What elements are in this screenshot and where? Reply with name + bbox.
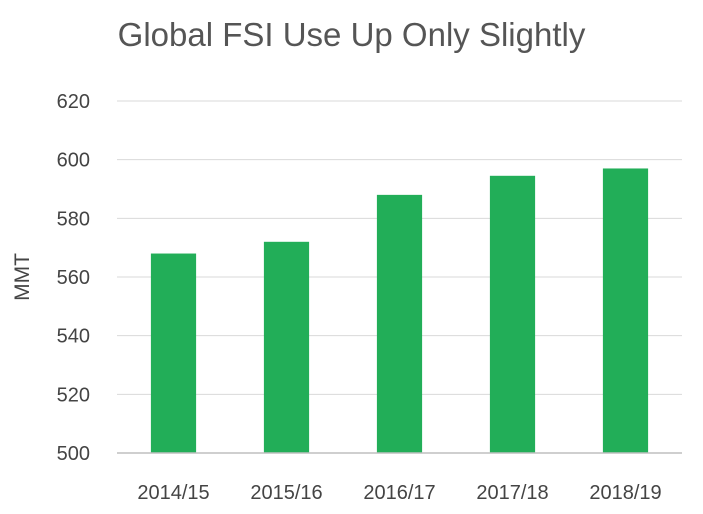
y-tick-label: 620 (57, 91, 90, 113)
bars (150, 168, 649, 454)
bar-2014-15 (150, 253, 197, 453)
y-tick-label: 600 (57, 150, 90, 172)
y-tick-label: 540 (57, 326, 90, 348)
bar-2017-18 (489, 175, 536, 454)
x-tick-label: 2016/17 (363, 482, 435, 504)
y-tick-label: 500 (57, 443, 90, 465)
bar-2015-16 (263, 241, 310, 453)
x-tick-label: 2017/18 (476, 482, 548, 504)
x-tick-label: 2015/16 (250, 482, 322, 504)
y-axis-title: MMT (11, 253, 34, 301)
bar-2016-17 (376, 194, 423, 453)
y-tick-label: 580 (57, 208, 90, 230)
y-axis: 500 520 540 560 580 600 620 MMT (11, 91, 90, 465)
chart-title: Global FSI Use Up Only Slightly (117, 16, 586, 53)
bar-2018-19 (602, 168, 649, 453)
y-tick-label: 520 (57, 384, 90, 406)
x-tick-label: 2018/19 (589, 482, 661, 504)
x-axis: 2014/15 2015/16 2016/17 2017/18 2018/19 (117, 452, 682, 504)
y-tick-label: 560 (57, 267, 90, 289)
x-tick-label: 2014/15 (137, 482, 209, 504)
